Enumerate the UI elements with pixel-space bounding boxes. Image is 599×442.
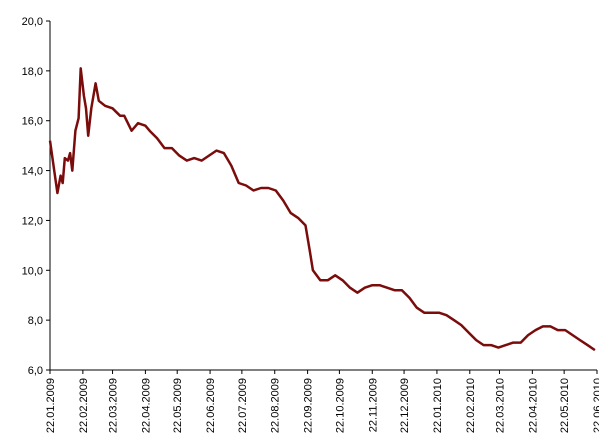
data-line — [48, 67, 596, 352]
y-tick-label: 10,0 — [22, 265, 43, 277]
x-tick-label: 22.04.2010 — [527, 378, 539, 433]
x-tick-label: 22.09.2009 — [303, 378, 315, 433]
y-tick-label: 16,0 — [22, 116, 43, 128]
x-tick-label: 22.01.2010 — [432, 378, 444, 433]
x-tick-label: 22.06.2010 — [592, 378, 599, 433]
y-tick-label: 6,0 — [28, 365, 43, 377]
x-tick-label: 22.06.2009 — [205, 378, 217, 433]
y-tick-label: 12,0 — [22, 215, 43, 227]
y-tick-label: 8,0 — [28, 315, 43, 327]
x-tick-label: 22.11.2009 — [367, 378, 379, 432]
y-tick-label: 14,0 — [22, 166, 43, 178]
x-tick-label: 22.08.2009 — [270, 378, 282, 433]
y-tick-label: 18,0 — [22, 66, 43, 78]
x-tick-label: 22.03.2009 — [108, 378, 120, 433]
x-tick-label: 22.01.2009 — [45, 378, 57, 433]
x-tick-label: 22.03.2010 — [494, 378, 506, 433]
x-tick-label: 22.10.2009 — [334, 378, 346, 433]
x-tick-label: 22.04.2009 — [140, 378, 152, 433]
y-tick-label: 20,0 — [22, 16, 43, 28]
x-tick-label: 22.12.2009 — [399, 378, 411, 433]
x-tick-label: 22.07.2009 — [237, 378, 249, 433]
x-tick-label: 22.05.2009 — [172, 378, 184, 433]
x-tick-label: 22.02.2009 — [78, 378, 90, 433]
x-tick-label: 22.02.2010 — [465, 378, 477, 433]
x-tick-label: 22.05.2010 — [559, 378, 571, 433]
